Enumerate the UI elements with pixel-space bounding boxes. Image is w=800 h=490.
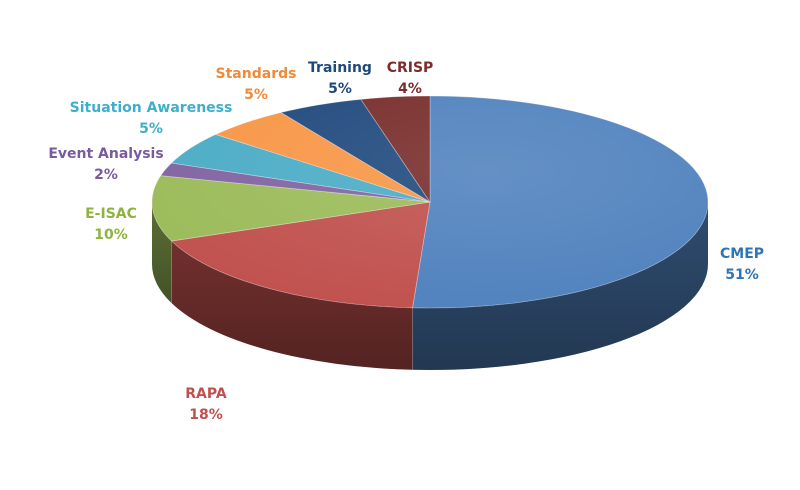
slice-value-training: 5% xyxy=(328,81,352,97)
slice-value-crisp: 4% xyxy=(398,81,422,97)
slice-value-e-isac: 10% xyxy=(94,227,128,243)
slice-label-rapa: RAPA xyxy=(185,386,227,402)
pie-side-shade-e-isac xyxy=(152,202,172,304)
pie-sides xyxy=(152,202,709,370)
slice-value-event-analysis: 2% xyxy=(94,167,118,183)
pie-side-shade-rapa xyxy=(171,241,413,370)
slice-label-training: Training xyxy=(308,60,372,76)
pie-top xyxy=(151,95,709,309)
slice-label-event-analysis: Event Analysis xyxy=(48,146,163,162)
pie-labels: CMEP 51% RAPA 18% E-ISAC 10% Event Analysis 2% S… xyxy=(48,60,764,423)
pie-top-highlight xyxy=(152,96,708,308)
slice-value-rapa: 18% xyxy=(189,407,223,423)
slice-label-standards: Standards xyxy=(216,66,297,82)
slice-value-cmep: 51% xyxy=(725,267,759,283)
slice-value-situation-awareness: 5% xyxy=(139,121,163,137)
slice-label-e-isac: E-ISAC xyxy=(85,206,137,222)
slice-value-standards: 5% xyxy=(244,87,268,103)
pie-side-shade-cmep xyxy=(412,202,709,370)
slice-label-crisp: CRISP xyxy=(387,60,434,76)
slice-label-situation-awareness: Situation Awareness xyxy=(70,100,233,116)
slice-label-cmep: CMEP xyxy=(720,246,764,262)
